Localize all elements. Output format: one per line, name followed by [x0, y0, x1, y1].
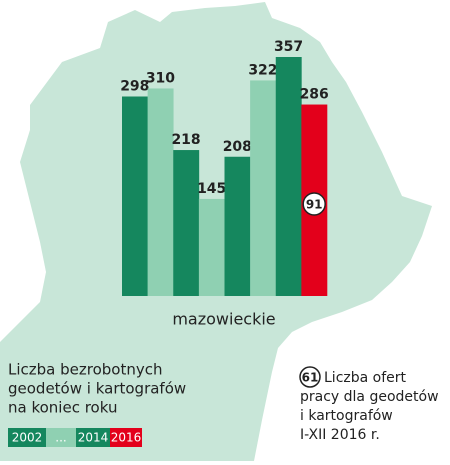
legend-swatch — [110, 428, 142, 447]
offers-circle — [299, 366, 321, 388]
offers-line: I-XII 2016 r. — [300, 427, 380, 443]
value-label: 286 — [300, 87, 329, 103]
value-label: 357 — [274, 39, 303, 55]
legend-title-line: geodetów i kartografów — [8, 380, 186, 398]
value-label: 310 — [146, 70, 175, 86]
legend-title-line: na koniec roku — [8, 399, 117, 417]
offers-line: pracy dla geodetów — [300, 389, 439, 405]
offers-line: Liczba ofert — [324, 370, 407, 386]
legend-swatch — [46, 428, 76, 447]
region-label: mazowieckie — [172, 310, 275, 329]
legend-swatch — [8, 428, 46, 447]
bar — [198, 198, 225, 296]
legend-label: 2014 — [78, 431, 109, 445]
legend-label: 2016 — [111, 431, 142, 445]
annotation-circle — [302, 192, 326, 216]
annotation-value: 91 — [306, 198, 323, 212]
offers-legend: 61 Liczba ofert pracy dla geodetów i kartog… — [299, 366, 439, 443]
legend-label: ... — [55, 431, 66, 445]
offers-value: 61 — [302, 371, 319, 385]
value-label: 322 — [248, 62, 277, 78]
bar — [275, 57, 302, 296]
value-label: 208 — [223, 139, 252, 155]
bar — [147, 88, 174, 296]
bar — [122, 96, 148, 296]
bar — [173, 150, 200, 296]
bar — [250, 80, 277, 297]
legend-label: 2002 — [12, 431, 43, 445]
legend-title-line: Liczba bezrobotnych — [8, 361, 162, 379]
value-label: 218 — [171, 132, 200, 148]
value-label: 298 — [120, 78, 149, 94]
value-label: 145 — [197, 181, 226, 197]
legend-swatch — [76, 428, 110, 447]
offers-line: i kartografów — [300, 408, 393, 424]
bar — [224, 156, 251, 296]
